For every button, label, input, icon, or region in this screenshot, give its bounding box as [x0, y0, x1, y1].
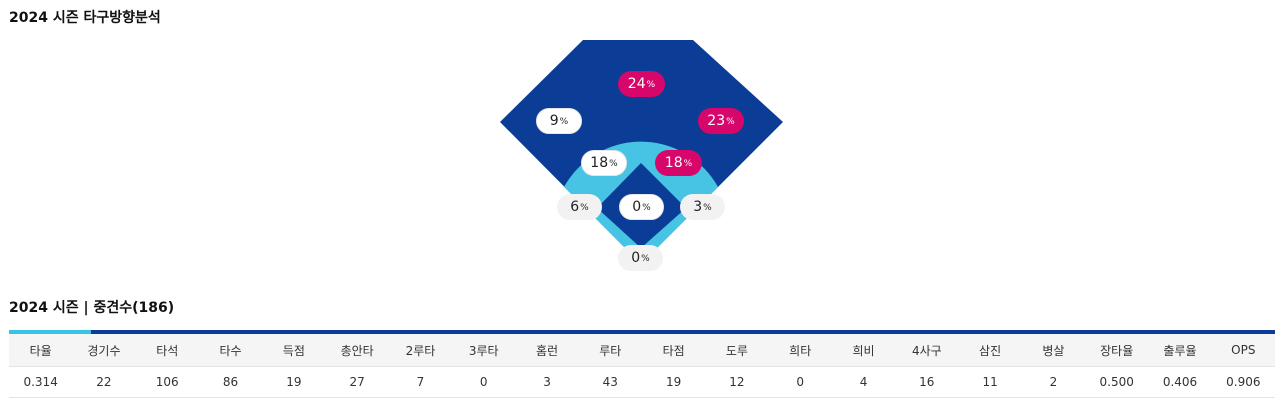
badge-unit: % [703, 203, 712, 213]
badge-left-field: 9% [536, 108, 582, 134]
header-obp: 출루율 [1148, 334, 1212, 367]
badge-catcher: 0% [618, 245, 663, 271]
badge-value: 18 [590, 155, 609, 171]
stats-table: 타율 경기수 타석 타수 득점 총안타 2루타 3루타 홈런 루타 타점 도루 … [9, 334, 1275, 398]
badge-unit: % [641, 254, 650, 264]
stats-value-row: 0.314 22 106 86 19 27 7 0 3 43 19 12 0 4… [9, 366, 1275, 398]
badge-center-field: 24% [618, 71, 665, 97]
header-homeruns: 홈런 [515, 334, 579, 367]
header-double-plays: 병살 [1021, 334, 1086, 367]
badge-unit: % [559, 117, 569, 127]
badge-unit: % [609, 159, 618, 169]
stats-table-container: 타율 경기수 타석 타수 득점 총안타 2루타 3루타 홈런 루타 타점 도루 … [9, 330, 1275, 398]
value-hits: 27 [325, 366, 389, 398]
header-slg: 장타율 [1085, 334, 1149, 367]
value-rbi: 19 [641, 366, 706, 398]
value-ops: 0.906 [1211, 366, 1275, 398]
badge-value: 3 [693, 199, 703, 215]
value-doubles: 7 [388, 366, 453, 398]
badge-unit: % [580, 203, 589, 213]
badge-first-base: 3% [680, 194, 725, 220]
value-slg: 0.500 [1085, 366, 1149, 398]
header-games: 경기수 [72, 334, 136, 367]
value-obp: 0.406 [1148, 366, 1212, 398]
table-top-accent [9, 330, 91, 334]
badge-unit: % [726, 117, 735, 127]
value-avg: 0.314 [9, 366, 73, 398]
value-walks-hbp: 16 [895, 366, 959, 398]
spray-chart-title: 2024 시즌 타구방향분석 [9, 10, 161, 26]
header-hits: 총안타 [325, 334, 389, 367]
value-strikeouts: 11 [958, 366, 1022, 398]
badge-unit: % [683, 159, 693, 169]
header-pa: 타석 [135, 334, 199, 367]
value-pa: 106 [135, 366, 199, 398]
badge-value: 24 [627, 76, 646, 92]
header-sac-bunts: 희타 [768, 334, 832, 367]
header-runs: 득점 [262, 334, 326, 367]
header-triples: 3루타 [452, 334, 516, 367]
badge-value: 0 [631, 250, 641, 266]
table-top-bar [9, 330, 1275, 334]
spray-chart: 24% 9% 23% 18% 18% 6% 0% 3% 0% [500, 40, 783, 271]
header-doubles: 2루타 [388, 334, 453, 367]
value-games: 22 [72, 366, 136, 398]
stats-section-title: 2024 시즌 | 중견수(186) [9, 300, 175, 316]
value-sac-bunts: 0 [768, 366, 832, 398]
badge-right-field: 23% [698, 108, 744, 134]
value-homeruns: 3 [515, 366, 579, 398]
badge-third-base: 6% [557, 194, 602, 220]
header-strikeouts: 삼진 [958, 334, 1022, 367]
value-ab: 86 [198, 366, 263, 398]
header-steals: 도루 [705, 334, 769, 367]
badge-pitcher: 0% [619, 194, 664, 220]
header-ab: 타수 [198, 334, 263, 367]
value-sac-flies: 4 [831, 366, 896, 398]
header-sac-flies: 희비 [831, 334, 896, 367]
badge-value: 0 [632, 199, 642, 215]
badge-unit: % [646, 80, 656, 90]
badge-unit: % [642, 203, 651, 213]
header-ops: OPS [1211, 334, 1275, 367]
value-runs: 19 [262, 366, 326, 398]
header-rbi: 타점 [641, 334, 706, 367]
stats-header-row: 타율 경기수 타석 타수 득점 총안타 2루타 3루타 홈런 루타 타점 도루 … [9, 334, 1275, 367]
value-total-bases: 43 [578, 366, 642, 398]
badge-shortstop: 18% [581, 150, 627, 176]
badge-value: 9 [549, 113, 559, 129]
header-avg: 타율 [9, 334, 73, 367]
header-walks-hbp: 4사구 [895, 334, 959, 367]
badge-value: 23 [707, 113, 726, 129]
value-double-plays: 2 [1021, 366, 1086, 398]
value-triples: 0 [452, 366, 516, 398]
header-total-bases: 루타 [578, 334, 642, 367]
value-steals: 12 [705, 366, 769, 398]
badge-value: 6 [570, 199, 580, 215]
badge-value: 18 [664, 155, 683, 171]
badge-second-base: 18% [655, 150, 702, 176]
